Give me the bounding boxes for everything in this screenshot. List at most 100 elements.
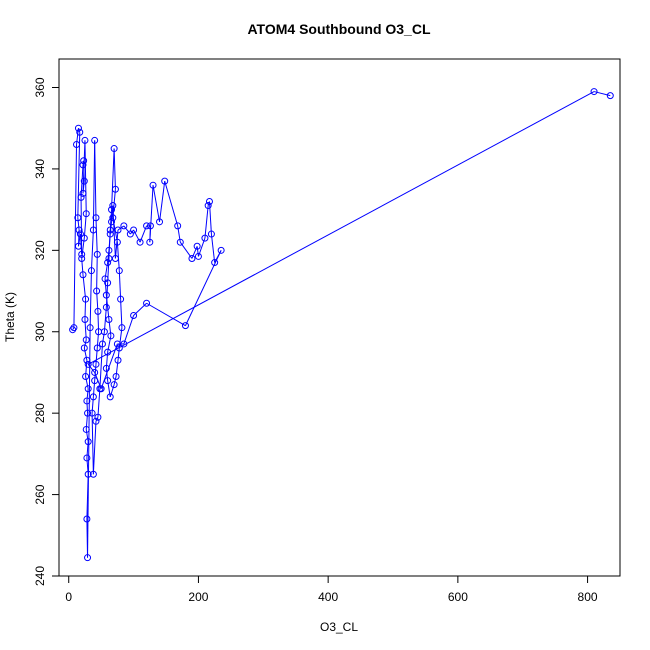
series-line-segment xyxy=(73,144,78,328)
data-point xyxy=(149,181,157,189)
data-point xyxy=(109,214,117,222)
data-point xyxy=(102,291,110,299)
data-point xyxy=(108,218,116,226)
data-point xyxy=(101,275,109,283)
data-point xyxy=(117,295,125,303)
series-line-segment xyxy=(146,302,186,327)
data-point xyxy=(106,226,114,234)
series-line-segment xyxy=(105,282,109,308)
data-point xyxy=(89,226,97,234)
data-point xyxy=(109,202,117,210)
plot-frame xyxy=(58,58,621,577)
data-point xyxy=(104,348,112,356)
data-point xyxy=(82,373,90,381)
data-point xyxy=(82,425,90,433)
data-point xyxy=(100,328,108,336)
series-line-segment xyxy=(99,343,103,389)
data-point xyxy=(193,242,201,250)
data-point xyxy=(97,385,105,393)
series-line-segment xyxy=(85,376,89,389)
data-point xyxy=(82,295,90,303)
data-point xyxy=(76,230,84,238)
y-tick-label: 280 xyxy=(33,403,47,423)
data-point xyxy=(146,222,154,230)
data-point xyxy=(174,222,182,230)
data-point xyxy=(112,373,120,381)
data-point xyxy=(91,377,99,385)
data-point xyxy=(111,185,119,193)
series-line-segment xyxy=(118,270,122,300)
series-line-segment xyxy=(107,250,110,263)
series-line-segment xyxy=(117,225,125,231)
data-point xyxy=(84,470,92,478)
data-point xyxy=(92,214,100,222)
data-point xyxy=(82,210,90,218)
x-tick-label: 200 xyxy=(188,590,208,604)
data-point xyxy=(114,226,122,234)
series-line-segment xyxy=(159,181,166,222)
data-point xyxy=(91,368,99,376)
data-point xyxy=(81,136,89,144)
data-point xyxy=(104,377,112,385)
data-point xyxy=(81,316,89,324)
data-point xyxy=(94,307,102,315)
data-point xyxy=(207,230,215,238)
series-line-segment xyxy=(152,185,161,222)
series-line-segment xyxy=(89,270,92,328)
series-line-segment xyxy=(80,164,84,198)
series-line-segment xyxy=(123,225,131,235)
x-tick-label: 400 xyxy=(318,590,338,604)
data-point xyxy=(176,238,184,246)
data-point xyxy=(80,234,88,242)
series-line-segment xyxy=(196,246,199,257)
data-point xyxy=(70,324,78,332)
data-point xyxy=(108,206,116,214)
data-point xyxy=(107,332,115,340)
data-point xyxy=(590,88,598,96)
series-line-segment xyxy=(117,347,120,361)
series-line-segment xyxy=(116,242,120,271)
series-line-segment xyxy=(109,384,115,398)
y-tick-label: 300 xyxy=(33,321,47,341)
series-line-segment xyxy=(85,429,89,442)
series-line-segment xyxy=(133,229,141,243)
data-point xyxy=(75,226,83,234)
data-point xyxy=(79,271,87,279)
data-point xyxy=(83,397,91,405)
series-line-segment xyxy=(83,347,88,361)
series-line-segment xyxy=(97,388,101,418)
series-line-segment xyxy=(77,132,81,218)
data-point xyxy=(83,515,91,523)
data-point xyxy=(161,177,169,185)
x-axis: 0 200 400 600 800 xyxy=(65,575,598,604)
series-line-segment xyxy=(72,327,75,330)
series-line-segment xyxy=(87,91,595,365)
data-point xyxy=(143,222,151,230)
series-line-segment xyxy=(87,364,96,373)
series-layer xyxy=(69,88,614,562)
data-point xyxy=(102,364,110,372)
data-point xyxy=(110,381,118,389)
series-line-segment xyxy=(77,217,80,231)
y-tick-label: 360 xyxy=(33,77,47,97)
data-point xyxy=(201,234,209,242)
series-line-segment xyxy=(111,148,115,210)
data-point xyxy=(205,197,213,205)
y-tick-label: 260 xyxy=(33,484,47,504)
data-point xyxy=(80,177,88,185)
series-line-segment xyxy=(90,229,94,271)
series-line-segment xyxy=(105,295,110,320)
data-point xyxy=(120,222,128,230)
data-point xyxy=(77,193,85,201)
series-line-segment xyxy=(92,421,97,475)
data-point xyxy=(93,344,101,352)
data-point xyxy=(118,324,126,332)
data-point xyxy=(113,238,121,246)
chart-title: ATOM4 Southbound O3_CL xyxy=(247,21,430,37)
series-line-segment xyxy=(129,229,134,235)
data-point xyxy=(79,161,87,169)
y-tick-label: 240 xyxy=(33,566,47,586)
series-line-segment xyxy=(83,213,87,239)
data-point xyxy=(104,259,112,267)
